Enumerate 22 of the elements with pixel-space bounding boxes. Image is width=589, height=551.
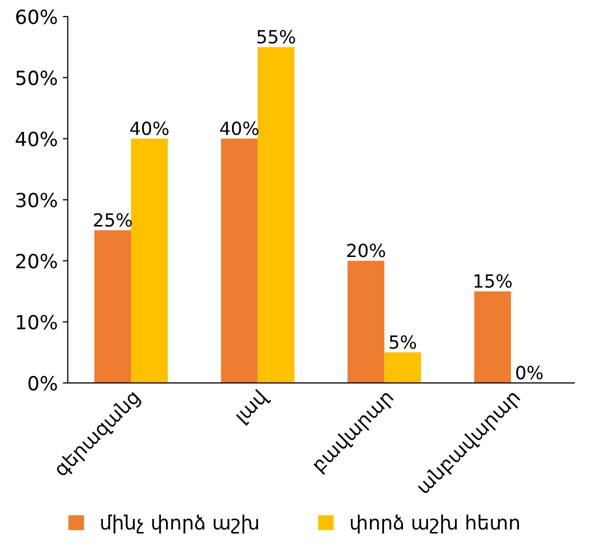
data-label: 15% [474,274,512,288]
bar [474,291,511,383]
y-tick-label: 40% [16,132,57,146]
data-label: 40% [130,122,168,136]
data-label: 20% [347,244,386,258]
y-tick-label: 20% [16,254,57,268]
bar [94,230,132,383]
legend-label: փորձ աշխ հետո [350,514,519,534]
bar [258,47,294,383]
y-tick-label: 60% [16,9,57,24]
y-tick-label: 0% [28,376,57,391]
legend-label: մինչ փորձ աշխ [101,514,258,534]
y-tick-label: 50% [16,70,57,86]
bar [220,138,258,383]
y-tick-label: 10% [16,314,57,330]
y-tick-label: 30% [16,192,57,208]
bar [348,260,384,383]
data-label: 0% [516,366,543,380]
bar [384,352,422,383]
data-label: 5% [390,335,416,349]
data-label: 55% [257,30,296,44]
bar [131,138,168,383]
